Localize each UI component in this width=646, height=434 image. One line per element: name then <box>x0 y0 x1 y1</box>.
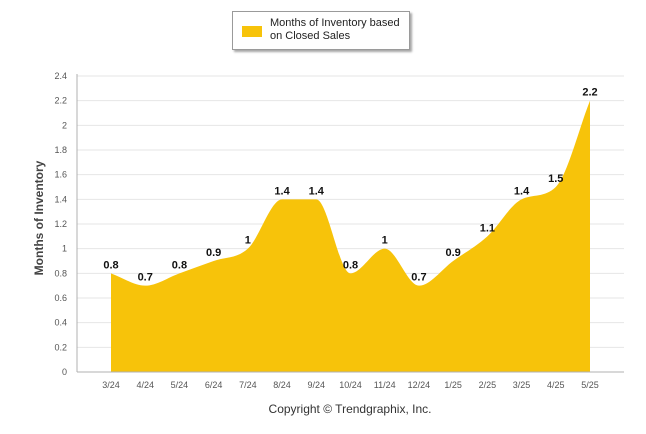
legend-entry: Months of Inventory based on Closed Sale… <box>270 17 400 42</box>
y-tick-label: 1.2 <box>54 219 67 229</box>
x-tick-labels: 3/24 4/24 5/24 6/24 7/24 8/24 9/24 10/24 11/24 12… <box>102 380 599 390</box>
y-tick-label: 0.4 <box>54 318 67 328</box>
y-tick-label: 0.8 <box>54 268 67 278</box>
data-label: 0.9 <box>206 247 221 259</box>
y-tick-labels: 0 0.2 0.4 0.6 0.8 1 1.2 1.4 1.6 1.8 2 2.2 2.4 <box>54 71 67 377</box>
y-tick-label: 2 <box>62 120 67 130</box>
data-label: 2.2 <box>582 87 597 99</box>
data-label: 0.8 <box>172 259 187 271</box>
x-tick-label: 4/25 <box>547 380 565 390</box>
data-label: 0.8 <box>343 259 358 271</box>
data-label: 0.8 <box>103 259 118 271</box>
y-tick-label: 0.2 <box>54 342 67 352</box>
data-label: 1.4 <box>309 185 325 197</box>
y-tick-label: 2.4 <box>54 71 67 81</box>
x-tick-label: 4/24 <box>136 380 154 390</box>
series-area <box>111 100 590 373</box>
series-area-shape <box>111 100 590 373</box>
x-tick-label: 3/25 <box>513 380 531 390</box>
data-label: 1 <box>245 235 251 247</box>
y-tick-label: 1.4 <box>54 194 67 204</box>
x-tick-label: 1/25 <box>444 380 462 390</box>
y-axis-title: Months of Inventory <box>32 160 46 276</box>
data-label: 1.4 <box>274 185 290 197</box>
x-tick-label: 12/24 <box>408 380 431 390</box>
data-label: 0.7 <box>411 272 426 284</box>
y-tick-label: 1 <box>62 244 67 254</box>
y-tick-label: 1.8 <box>54 145 67 155</box>
x-tick-label: 7/24 <box>239 380 257 390</box>
copyright-text: Copyright © Trendgraphix, Inc. <box>268 402 432 416</box>
data-label: 1 <box>382 235 388 247</box>
data-label: 1.4 <box>514 185 530 197</box>
data-label: 0.9 <box>445 247 460 259</box>
y-tick-label: 2.2 <box>54 96 67 106</box>
data-labels: 0.8 0.7 0.8 0.9 1 1.4 1.4 0.8 1 0.7 0.9 1.1 1.4 1.5 2.… <box>103 87 597 284</box>
data-label: 1.1 <box>480 222 495 234</box>
x-tick-label: 10/24 <box>339 380 362 390</box>
x-tick-label: 9/24 <box>308 380 326 390</box>
axes <box>76 74 624 373</box>
y-tick-label: 0.6 <box>54 293 67 303</box>
x-tick-label: 2/25 <box>479 380 497 390</box>
y-tick-label: 1.6 <box>54 170 67 180</box>
data-label: 1.5 <box>548 173 563 185</box>
legend-swatch <box>242 26 262 37</box>
x-tick-label: 3/24 <box>102 380 120 390</box>
legend: Months of Inventory based on Closed Sale… <box>232 11 410 50</box>
x-tick-label: 5/25 <box>581 380 599 390</box>
data-label: 0.7 <box>138 272 153 284</box>
x-tick-label: 5/24 <box>171 380 189 390</box>
x-tick-label: 8/24 <box>273 380 291 390</box>
x-tick-label: 6/24 <box>205 380 223 390</box>
y-tick-label: 0 <box>62 367 67 377</box>
x-tick-label: 11/24 <box>374 380 396 390</box>
